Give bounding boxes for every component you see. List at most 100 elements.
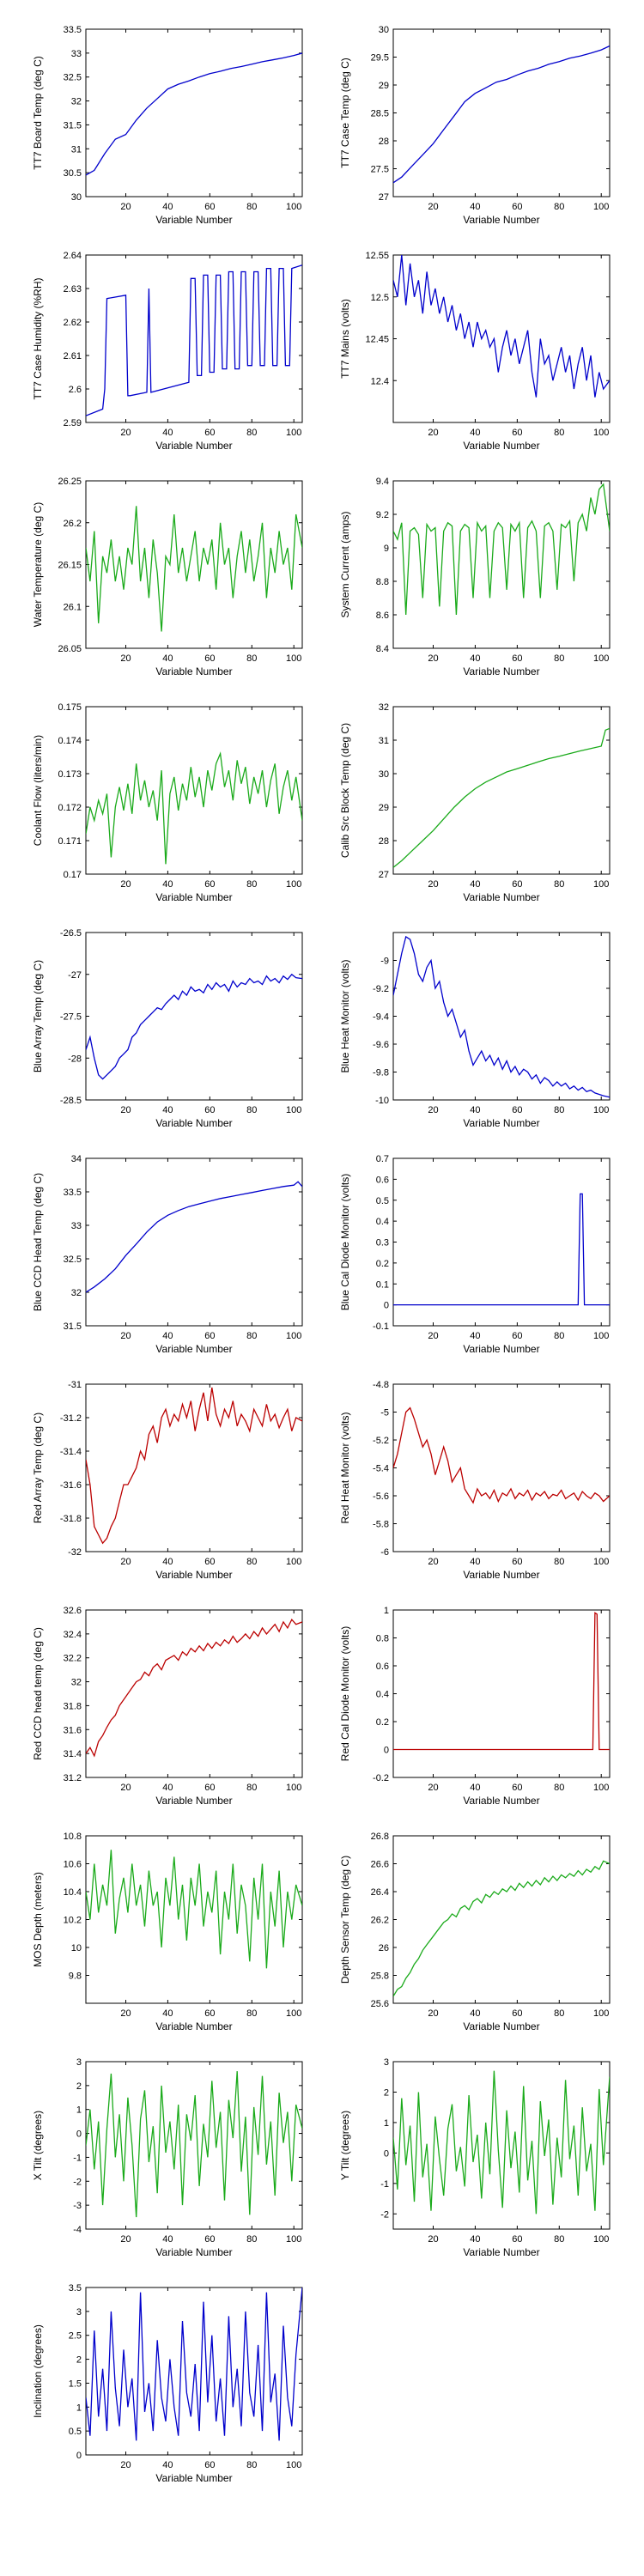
y-tick-label: 0 <box>76 2451 82 2461</box>
x-axis-label: Variable Number <box>463 2020 539 2032</box>
x-tick-label: 20 <box>120 653 131 664</box>
y-axis-label: Red Array Temp (deg C) <box>32 1413 44 1523</box>
x-tick-label: 80 <box>246 1105 257 1115</box>
series-line <box>86 1618 302 1758</box>
y-tick-label: 26.15 <box>58 561 82 571</box>
y-tick-label: 26.25 <box>58 477 82 487</box>
y-tick-label: 1 <box>76 2403 82 2413</box>
y-tick-label: -9 <box>380 957 389 967</box>
series-line <box>86 2071 302 2218</box>
y-tick-label: 26.4 <box>371 1887 389 1898</box>
y-tick-label: 1 <box>76 2105 82 2116</box>
x-tick-label: 60 <box>512 1557 522 1567</box>
x-tick-label: 60 <box>512 202 522 212</box>
x-tick-label: 60 <box>204 2234 215 2245</box>
y-tick-label: 26.1 <box>64 602 82 612</box>
series-line <box>86 1387 302 1545</box>
y-tick-label: 29 <box>379 81 389 91</box>
x-tick-label: 80 <box>246 1557 257 1567</box>
y-tick-label: 29 <box>379 803 389 813</box>
x-tick-label: 40 <box>470 1331 480 1341</box>
y-tick-label: 32 <box>71 1678 82 1688</box>
y-tick-label: 32.5 <box>64 1255 82 1265</box>
y-axis-label: Calib Src Block Temp (deg C) <box>339 723 351 858</box>
x-tick-label: 40 <box>162 1783 173 1793</box>
y-tick-label: -6 <box>380 1547 389 1558</box>
x-tick-label: 80 <box>246 2234 257 2245</box>
y-tick-label: -31.2 <box>60 1413 82 1424</box>
y-tick-label: -10 <box>375 1096 389 1106</box>
series-line <box>86 1850 302 1969</box>
chart-panel-20: 20 40 60 80 100 -2 -1 0 1 2 3 Variable Number Y Tilt… <box>339 2057 611 2258</box>
x-tick-label: 100 <box>286 1105 301 1115</box>
y-tick-label: 2 <box>76 2081 82 2092</box>
series-line <box>393 1193 610 1306</box>
y-tick-label: 2.59 <box>64 418 82 428</box>
y-axis-label: Water Temperature (deg C) <box>32 502 44 627</box>
y-tick-label: 0.175 <box>58 702 82 713</box>
y-tick-label: 3.5 <box>69 2283 82 2293</box>
y-tick-label: 31.6 <box>64 1725 82 1735</box>
y-tick-label: 12.45 <box>365 335 389 345</box>
y-tick-label: 26.05 <box>58 644 82 654</box>
y-tick-label: 10.2 <box>64 1916 82 1926</box>
y-tick-label: -31.8 <box>60 1514 82 1524</box>
x-axis-label: Variable Number <box>463 1795 539 1807</box>
chart-panel-12: 20 40 60 80 100 -0.1 0 0.1 0.2 0.3 0.4 0.5 0.6 0.7 Var… <box>339 1154 611 1355</box>
x-tick-label: 80 <box>246 202 257 212</box>
x-tick-label: 80 <box>554 1557 564 1567</box>
y-tick-label: 0.7 <box>376 1154 389 1164</box>
y-tick-label: 31.8 <box>64 1701 82 1711</box>
y-tick-label: -28.5 <box>60 1096 82 1106</box>
series-line <box>86 52 302 176</box>
chart-panel-17: 20 40 60 80 100 9.8 10 10.2 10.4 10.6 10.8 Variable… <box>32 1832 303 2032</box>
x-tick-label: 60 <box>512 1331 522 1341</box>
x-tick-label: 80 <box>554 428 564 438</box>
x-axis-label: Variable Number <box>463 1343 539 1355</box>
x-axis-label: Variable Number <box>463 891 539 903</box>
plot-frame <box>392 1157 611 1327</box>
chart-panel-9: 20 40 60 80 100 -28.5 -28 -27.5 -27 -26.5 Variable… <box>32 928 303 1129</box>
y-tick-label: 32.2 <box>64 1654 82 1664</box>
x-tick-label: 20 <box>428 428 438 438</box>
series-line <box>393 483 610 616</box>
plot-frame <box>392 2061 611 2230</box>
x-tick-label: 20 <box>120 1331 131 1341</box>
y-tick-label: 2 <box>384 2087 389 2098</box>
x-axis-label: Variable Number <box>155 665 232 677</box>
y-tick-label: 31 <box>379 736 389 746</box>
x-tick-label: 60 <box>204 428 215 438</box>
chart-panel-15: 20 40 60 80 100 31.2 31.4 31.6 31.8 32 32.2 32.4 32.… <box>32 1606 303 1807</box>
plot-frame <box>392 480 611 649</box>
y-tick-label: 31.5 <box>64 1321 82 1332</box>
x-axis-label: Variable Number <box>155 1117 232 1129</box>
y-tick-label: 31.2 <box>64 1773 82 1783</box>
x-tick-label: 100 <box>286 653 301 664</box>
y-tick-label: 1 <box>384 2118 389 2129</box>
x-tick-label: 20 <box>428 2008 438 2019</box>
y-tick-label: -9.4 <box>373 1012 389 1023</box>
x-tick-label: 20 <box>120 1557 131 1567</box>
x-tick-label: 80 <box>554 1783 564 1793</box>
plot-frame <box>392 932 611 1101</box>
plot-frame <box>85 254 303 423</box>
y-tick-label: 31 <box>71 144 82 155</box>
y-tick-label: 2 <box>76 2355 82 2366</box>
y-tick-label: -5.2 <box>373 1436 389 1446</box>
y-tick-label: 12.5 <box>371 293 389 303</box>
x-tick-label: 100 <box>286 1331 301 1341</box>
y-axis-label: System Current (amps) <box>339 511 351 617</box>
y-tick-label: 2.6 <box>69 385 82 395</box>
y-tick-label: 0.2 <box>376 1717 389 1728</box>
plot-frame <box>392 28 611 197</box>
plot-frame <box>85 1835 303 2004</box>
plot-frame <box>392 1835 611 2004</box>
y-axis-label: Red Heat Monitor (volts) <box>339 1412 351 1523</box>
series-line <box>393 727 610 868</box>
x-tick-label: 20 <box>120 1105 131 1115</box>
y-tick-label: 25.8 <box>371 1971 389 1982</box>
chart-panel-18: 20 40 60 80 100 25.6 25.8 26 26.2 26.4 26.6 26.8 Var… <box>339 1832 611 2032</box>
series-line <box>393 935 610 1098</box>
y-tick-label: 26.6 <box>371 1860 389 1870</box>
chart-panel-4: 20 40 60 80 100 12.4 12.45 12.5 12.55 Variable Nu… <box>339 251 611 452</box>
